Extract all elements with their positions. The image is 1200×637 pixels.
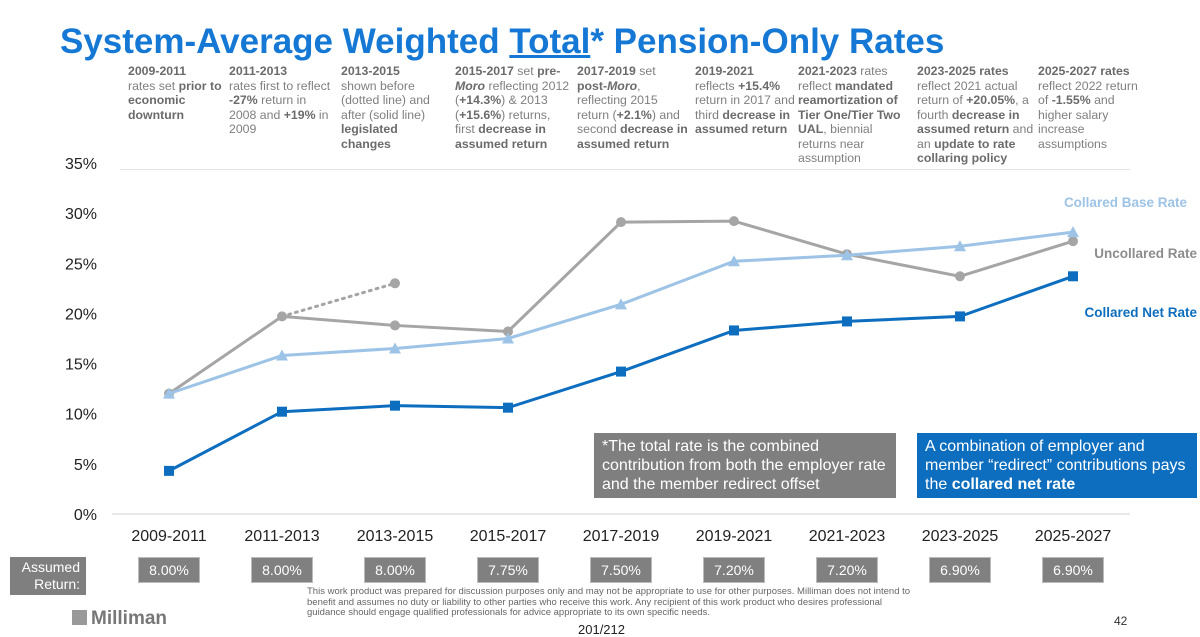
x-tick-label: 2021-2023 xyxy=(809,528,886,545)
data-point xyxy=(389,342,401,354)
legend-label: Collared Net Rate xyxy=(1084,305,1197,320)
period-note: 2025-2027 rates reflect 2022 return of -… xyxy=(1038,64,1138,151)
data-point xyxy=(164,465,174,476)
data-point xyxy=(276,349,288,361)
logo-text: Milliman xyxy=(91,608,168,629)
data-point xyxy=(842,316,852,327)
note-text: A combination of employer and member “re… xyxy=(925,438,1186,493)
note-bold: collared net rate xyxy=(951,476,1076,493)
data-point xyxy=(954,240,966,252)
data-point xyxy=(955,271,965,282)
period-note: 2021-2023 rates reflect mandated reamort… xyxy=(798,64,901,165)
x-tick-label: 2013-2015 xyxy=(357,528,434,545)
x-tick-label: 2025-2027 xyxy=(1035,528,1112,545)
assumed-return-value: 6.90% xyxy=(929,557,991,583)
data-point xyxy=(277,311,287,322)
data-point xyxy=(390,320,400,331)
page-number: 201/212 xyxy=(578,622,625,637)
data-point xyxy=(955,311,965,322)
y-tick-label: 0% xyxy=(74,507,97,524)
divider xyxy=(120,169,1130,170)
dotted-line-before-legislation xyxy=(280,281,397,318)
y-tick-label: 15% xyxy=(65,357,97,374)
data-point xyxy=(728,255,740,267)
data-point xyxy=(615,298,627,310)
assumed-return-value: 7.50% xyxy=(590,557,652,583)
data-point xyxy=(1068,271,1078,282)
legend-label: Collared Base Rate xyxy=(1064,195,1188,210)
data-point xyxy=(503,402,513,413)
data-point xyxy=(1067,226,1079,238)
x-tick-label: 2019-2021 xyxy=(696,528,773,545)
y-tick-label: 25% xyxy=(65,256,97,273)
data-point xyxy=(729,216,739,227)
period-note: 2023-2025 rates reflect 2021 actual retu… xyxy=(917,64,1034,165)
period-note: 2017-2019 set post-Moro, reflecting 2015… xyxy=(577,64,688,151)
slide-number: 42 xyxy=(1114,614,1128,628)
period-note: 2015-2017 set pre-Moro reflecting 2012 (… xyxy=(455,64,570,151)
disclaimer: This work product was prepared for discu… xyxy=(307,586,911,618)
data-point xyxy=(390,278,400,289)
data-point xyxy=(163,387,175,399)
period-note: 2011-2013 rates first to reflect -27% ret… xyxy=(229,64,331,136)
assumed-return-value: 8.00% xyxy=(251,557,313,583)
x-tick-label: 2017-2019 xyxy=(583,528,660,545)
data-point xyxy=(277,406,287,417)
period-note: 2009-2011 rates set prior to economic dow… xyxy=(128,64,222,122)
x-tick-label: 2009-2011 xyxy=(131,528,206,545)
data-point xyxy=(503,326,513,337)
y-tick-label: 30% xyxy=(65,206,97,223)
data-point xyxy=(841,249,853,261)
collared-net-note: A combination of employer and member “re… xyxy=(917,433,1197,498)
y-tick-label: 35% xyxy=(65,156,97,173)
title-part: System-Average Weighted xyxy=(60,22,510,61)
assumed-return-value: 7.20% xyxy=(816,557,878,583)
y-tick-label: 5% xyxy=(74,457,97,474)
assumed-return-value: 8.00% xyxy=(138,557,200,583)
assumed-return-value: 7.20% xyxy=(703,557,765,583)
x-tick-label: 2023-2025 xyxy=(922,528,999,545)
total-rate-note: *The total rate is the combined contribu… xyxy=(594,433,896,498)
data-point xyxy=(616,366,626,377)
assumed-return-value: 7.75% xyxy=(477,557,539,583)
data-point xyxy=(1068,236,1078,247)
title-part: * Pension-Only Rates xyxy=(590,22,945,61)
period-note: 2019-2021 reflects +15.4% return in 2017 … xyxy=(695,64,795,136)
x-tick-label: 2015-2017 xyxy=(470,528,547,545)
milliman-logo: Milliman xyxy=(72,608,167,630)
legend-label: Uncollared Rate xyxy=(1094,246,1197,261)
y-tick-label: 20% xyxy=(65,306,97,323)
data-point xyxy=(390,400,400,411)
assumed-return-value: 8.00% xyxy=(364,557,426,583)
assumed-return-label: Assumed Return: xyxy=(10,557,86,595)
logo-mark-icon xyxy=(72,610,87,625)
data-point xyxy=(616,217,626,228)
assumed-return-value: 6.90% xyxy=(1042,557,1104,583)
x-tick-label: 2011-2013 xyxy=(244,528,319,545)
y-tick-label: 10% xyxy=(65,407,97,424)
chart-title: System-Average Weighted Total* Pension-O… xyxy=(60,22,944,62)
period-note: 2013-2015 shown before (dotted line) and … xyxy=(341,64,430,151)
data-point xyxy=(502,332,514,344)
title-total: Total xyxy=(509,22,591,61)
data-point xyxy=(729,325,739,336)
